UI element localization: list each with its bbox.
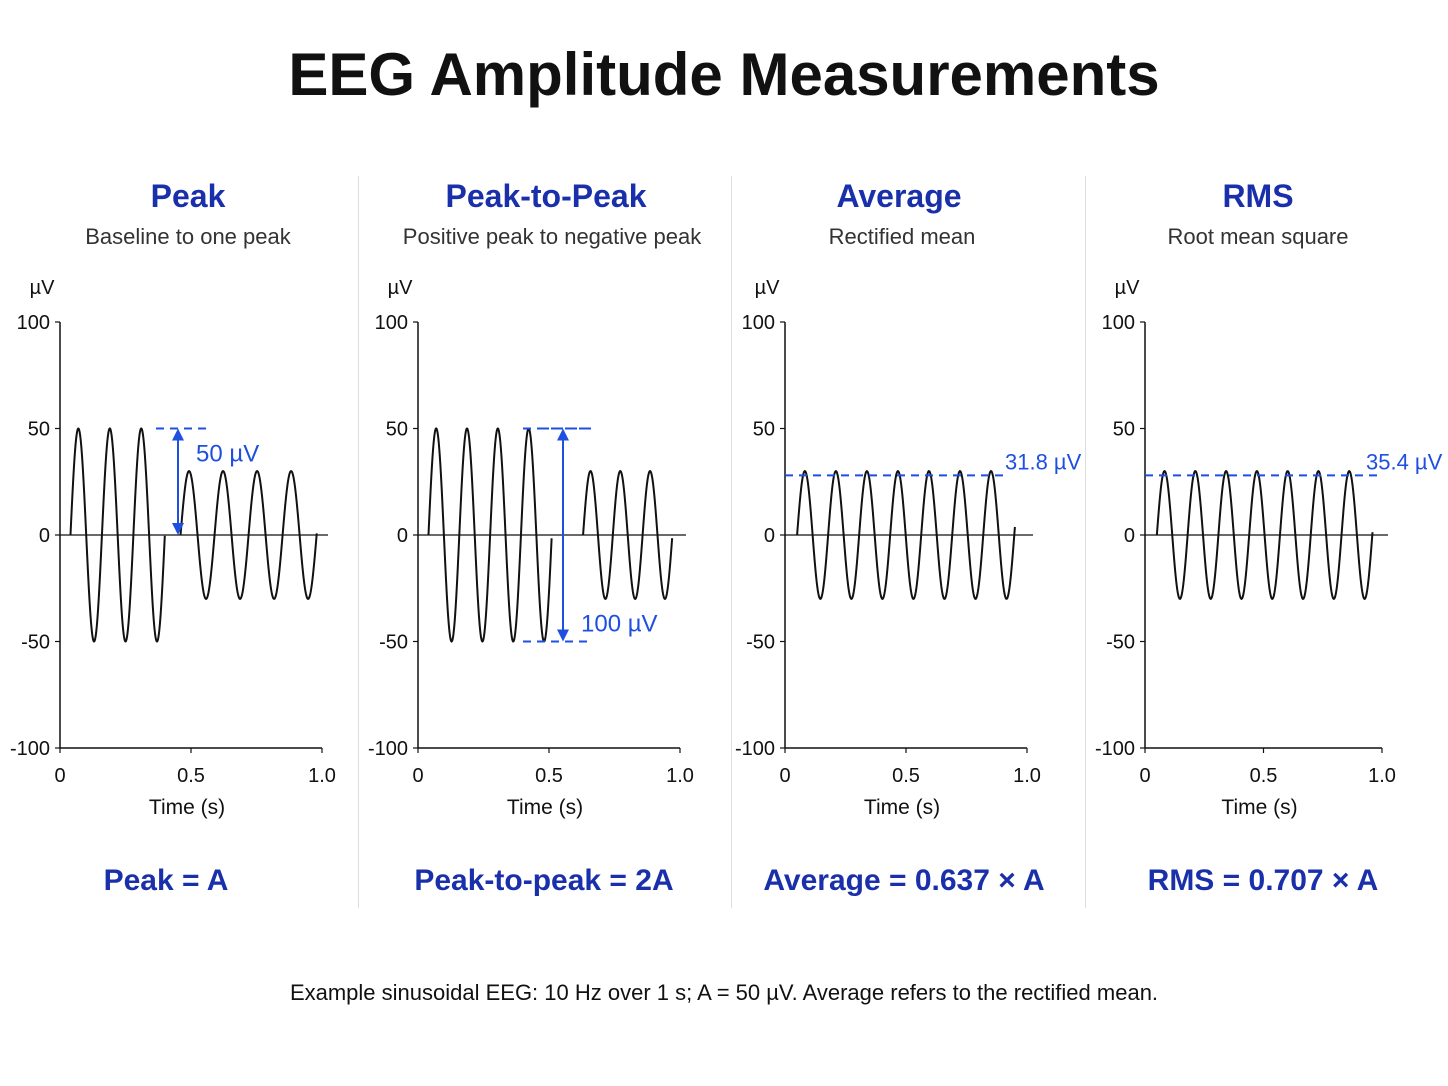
panel-divider	[1085, 176, 1086, 908]
x-tick-label: 0.5	[892, 765, 920, 787]
y-tick-label: 100	[1102, 312, 1135, 334]
panel-divider	[358, 176, 359, 908]
y-axis-label: µV	[755, 277, 781, 299]
eeg-trace	[796, 469, 1016, 601]
panel-subtitle-rms: Root mean square	[1167, 224, 1349, 249]
footnote: Example sinusoidal EEG: 10 Hz over 1 s; …	[289, 980, 1159, 1005]
eeg-trace	[179, 470, 318, 600]
y-axis-label: µV	[388, 277, 414, 299]
panel-subtitle-average: Rectified mean	[828, 224, 976, 249]
x-tick-label: 0.5	[535, 765, 563, 787]
measurement-arrow-head	[172, 523, 184, 535]
y-tick-label: 50	[28, 419, 50, 441]
y-tick-label: 100	[375, 312, 408, 334]
x-tick-label: 0.5	[1250, 765, 1278, 787]
level-label: 35.4 µV	[1366, 449, 1443, 474]
panel-title-peak: Peak	[150, 178, 226, 214]
panel-title-rms: RMS	[1222, 178, 1294, 214]
x-tick-label: 1.0	[308, 765, 336, 787]
formula-average: Average = 0.637 × A	[763, 864, 1045, 897]
formula-peak-to-peak: Peak-to-peak = 2A	[414, 864, 674, 897]
measurement-label: 50 µV	[196, 441, 259, 468]
panel-subtitle-peak: Baseline to one peak	[85, 224, 291, 249]
y-tick-label: -50	[379, 632, 408, 654]
y-tick-label: -100	[10, 738, 50, 760]
panel-subtitle-peak-to-peak: Positive peak to negative peak	[402, 224, 702, 249]
y-tick-label: -50	[1106, 632, 1135, 654]
page-title: EEG Amplitude Measurements	[288, 41, 1160, 108]
measurement-arrow-head	[172, 428, 184, 441]
measurement-arrow-head	[557, 629, 569, 642]
y-tick-label: -50	[746, 632, 775, 654]
formula-rms: RMS = 0.707 × A	[1147, 864, 1379, 897]
x-axis-label: Time (s)	[149, 796, 225, 819]
panel-title-peak-to-peak: Peak-to-Peak	[445, 178, 647, 214]
y-tick-label: 0	[39, 525, 50, 547]
eeg-trace	[69, 427, 166, 643]
x-tick-label: 1.0	[1368, 765, 1396, 787]
y-tick-label: 100	[17, 312, 50, 334]
x-tick-label: 0.5	[177, 765, 205, 787]
y-tick-label: 0	[764, 525, 775, 547]
measurement-arrow-head	[557, 428, 569, 441]
y-tick-label: 0	[1124, 525, 1135, 547]
panel-title-average: Average	[836, 178, 962, 214]
y-tick-label: 0	[397, 525, 408, 547]
y-tick-label: -50	[21, 632, 50, 654]
measurement-label: 100 µV	[581, 611, 658, 638]
x-axis-label: Time (s)	[864, 796, 940, 819]
y-tick-label: 100	[742, 312, 775, 334]
eeg-trace	[427, 427, 553, 643]
formula-peak: Peak = A	[103, 864, 229, 897]
y-tick-label: -100	[368, 738, 408, 760]
y-tick-label: -100	[735, 738, 775, 760]
y-tick-label: 50	[753, 419, 775, 441]
x-tick-label: 0	[1139, 765, 1150, 787]
x-axis-label: Time (s)	[1221, 796, 1297, 819]
eeg-trace	[1155, 469, 1374, 601]
y-axis-label: µV	[1115, 277, 1141, 299]
x-axis-label: Time (s)	[507, 796, 583, 819]
level-label: 31.8 µV	[1005, 449, 1082, 474]
x-tick-label: 1.0	[1013, 765, 1041, 787]
y-tick-label: -100	[1095, 738, 1135, 760]
y-tick-label: 50	[1113, 419, 1135, 441]
x-tick-label: 0	[412, 765, 423, 787]
x-tick-label: 0	[54, 765, 65, 787]
x-tick-label: 0	[779, 765, 790, 787]
y-tick-label: 50	[386, 419, 408, 441]
panel-divider	[731, 176, 732, 908]
y-axis-label: µV	[30, 277, 56, 299]
x-tick-label: 1.0	[666, 765, 694, 787]
eeg-trace	[582, 470, 674, 600]
